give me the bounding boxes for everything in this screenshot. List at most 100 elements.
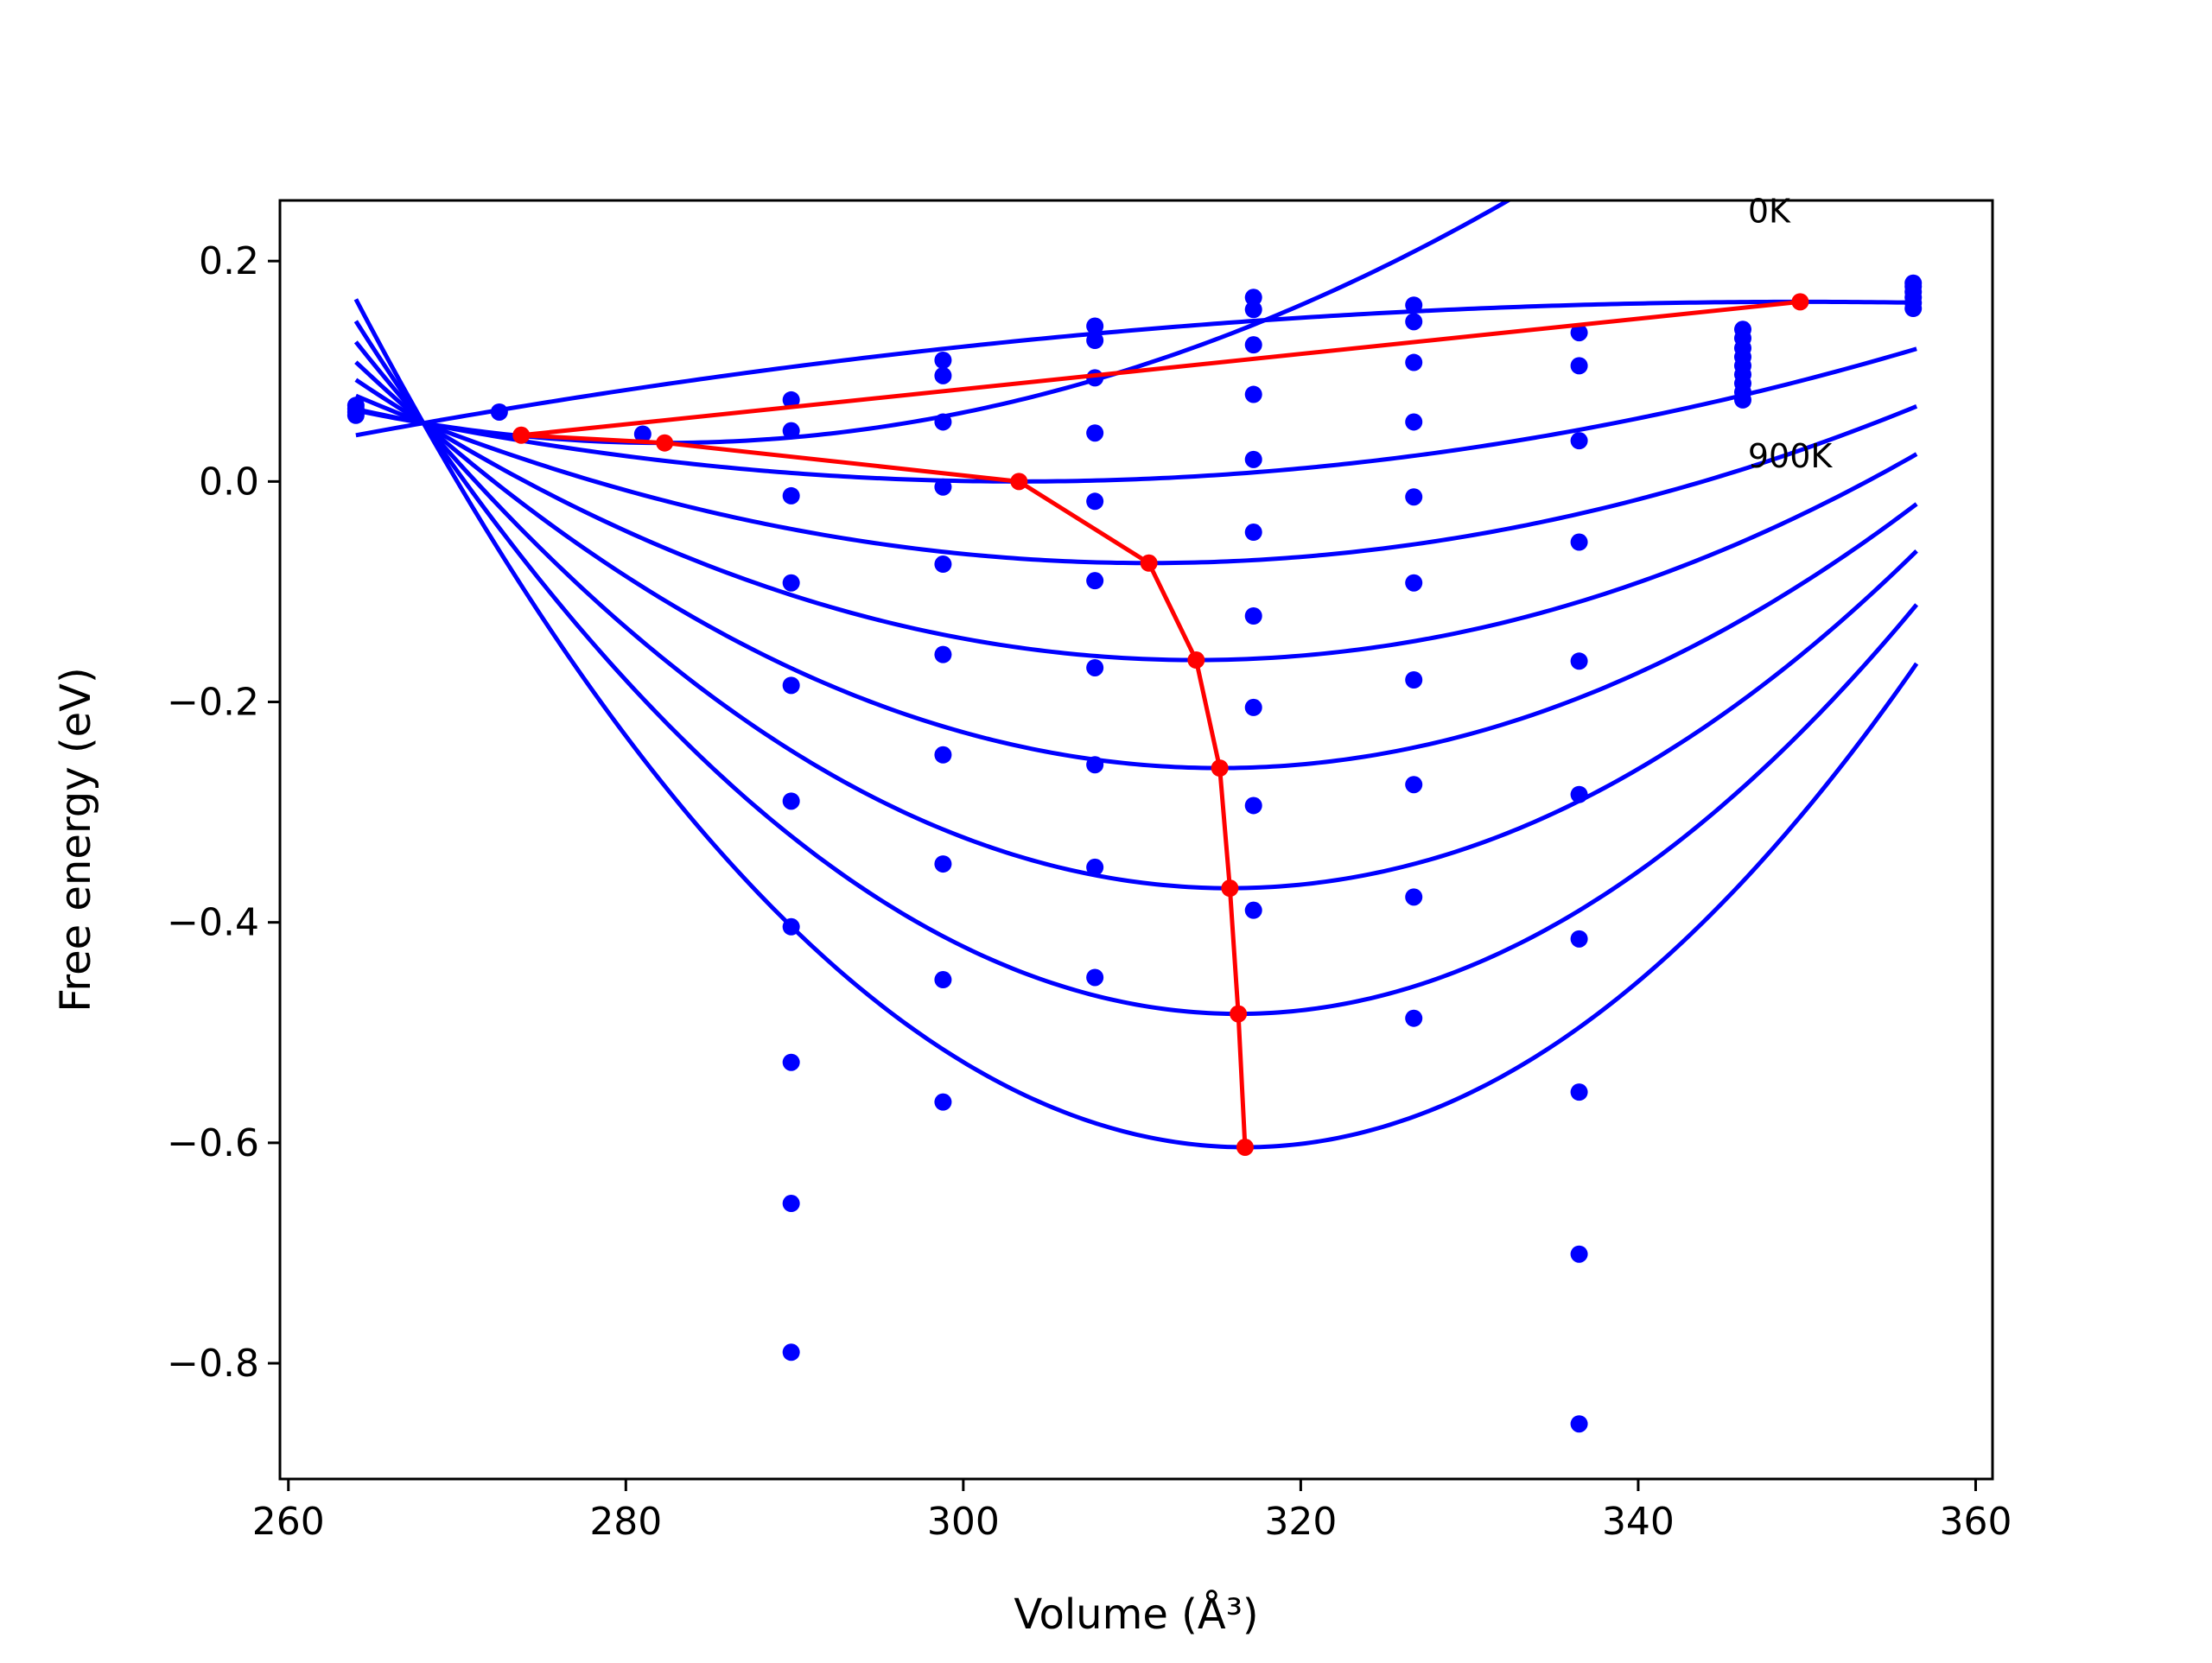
data-point (346, 397, 365, 415)
data-point (782, 390, 800, 409)
data-point (934, 971, 952, 989)
y-tick-label: −0.6 (167, 1121, 259, 1165)
data-point (1570, 357, 1588, 375)
data-point (1405, 776, 1423, 794)
data-point (1405, 671, 1423, 689)
data-point (633, 425, 652, 443)
data-point (934, 413, 952, 431)
minimum-path-point (1221, 879, 1239, 898)
minimum-path-point (1230, 1005, 1248, 1023)
data-point (1244, 524, 1262, 542)
data-point (782, 1053, 800, 1071)
fit-curve-8 (353, 298, 1919, 1150)
data-point (1570, 652, 1588, 670)
x-tick-label: 300 (927, 1500, 1000, 1544)
data-point (1244, 450, 1262, 468)
data-point (1405, 353, 1423, 371)
x-axis-title: Volume (Å³) (1014, 1590, 1258, 1639)
minimum-path-point (512, 426, 531, 444)
temperature-annotation: 0K (1748, 193, 1791, 231)
data-point (1086, 492, 1104, 511)
data-point (934, 855, 952, 873)
minimum-path-point (1211, 759, 1229, 778)
data-point (1086, 332, 1104, 350)
minimum-path-point (1010, 473, 1028, 491)
data-point (1570, 930, 1588, 948)
data-point (1244, 289, 1262, 307)
data-point (1086, 968, 1104, 987)
data-point (1405, 574, 1423, 592)
data-point (1086, 572, 1104, 590)
axes-layer: 260 280 300 320 340 360 0.2 0.0 −0.2 −0.4 −0.6 −0.8 (167, 239, 2012, 1544)
data-point (1244, 901, 1262, 919)
data-point (490, 403, 508, 421)
data-point (934, 746, 952, 764)
data-point (1733, 390, 1751, 409)
fit-curve-6 (353, 340, 1918, 891)
data-point (1405, 1009, 1423, 1027)
minimum-path-point (656, 434, 674, 452)
data-point (782, 676, 800, 695)
data-point (782, 1195, 800, 1213)
data-points-layer (346, 274, 1923, 1433)
plot-frame (278, 199, 1994, 1481)
data-point (782, 574, 800, 592)
data-point (782, 1343, 800, 1362)
y-tick-label: −0.8 (167, 1342, 259, 1386)
data-point (1570, 533, 1588, 551)
data-point (1086, 317, 1104, 335)
x-tick-label: 280 (589, 1500, 662, 1544)
data-point (782, 422, 800, 440)
data-point (1570, 432, 1588, 450)
data-point (782, 917, 800, 936)
data-point (934, 555, 952, 574)
y-tick-label: 0.0 (199, 460, 259, 504)
data-point (934, 352, 952, 369)
fit-curve-0 (355, 299, 1917, 438)
data-point (1904, 274, 1923, 292)
minimum-path-point (1187, 651, 1205, 670)
data-point (934, 1093, 952, 1111)
data-point (1570, 1245, 1588, 1263)
data-point (1405, 296, 1423, 314)
data-point (1244, 385, 1262, 403)
y-tick-label: 0.2 (199, 239, 259, 283)
data-point (1570, 1083, 1588, 1101)
data-point (1244, 336, 1262, 354)
data-point (1405, 888, 1423, 906)
data-point (1244, 301, 1262, 319)
fit-curve-5 (354, 360, 1918, 771)
y-tick-label: −0.2 (167, 681, 259, 725)
data-point (1570, 1415, 1588, 1433)
y-tick-label: −0.4 (167, 901, 259, 945)
data-point (1405, 488, 1423, 506)
fit-curve-7 (353, 320, 1919, 1017)
y-axis-title: Free energy (eV) (52, 667, 100, 1012)
fit-curve-2 (355, 346, 1917, 484)
data-point (782, 792, 800, 810)
x-tick-label: 340 (1602, 1500, 1675, 1544)
minimum-path-point (1236, 1138, 1254, 1156)
x-tick-label: 360 (1939, 1500, 2012, 1544)
minimum-path-point (1140, 554, 1158, 572)
fit-curve-3 (354, 393, 1918, 566)
data-point (1570, 324, 1588, 342)
x-tick-label: 320 (1264, 1500, 1337, 1544)
data-point (1570, 785, 1588, 803)
data-point (1244, 797, 1262, 815)
data-point (1086, 756, 1104, 774)
data-point (1405, 413, 1423, 431)
data-point (934, 478, 952, 496)
minimum-path-layer (512, 293, 1809, 1156)
data-point (1086, 424, 1104, 442)
data-point (934, 366, 952, 384)
data-point (1086, 658, 1104, 676)
data-point (1244, 607, 1262, 625)
data-point (1086, 858, 1104, 876)
data-point (1244, 698, 1262, 716)
data-point (782, 486, 800, 505)
minimum-path-line (518, 299, 1801, 1148)
